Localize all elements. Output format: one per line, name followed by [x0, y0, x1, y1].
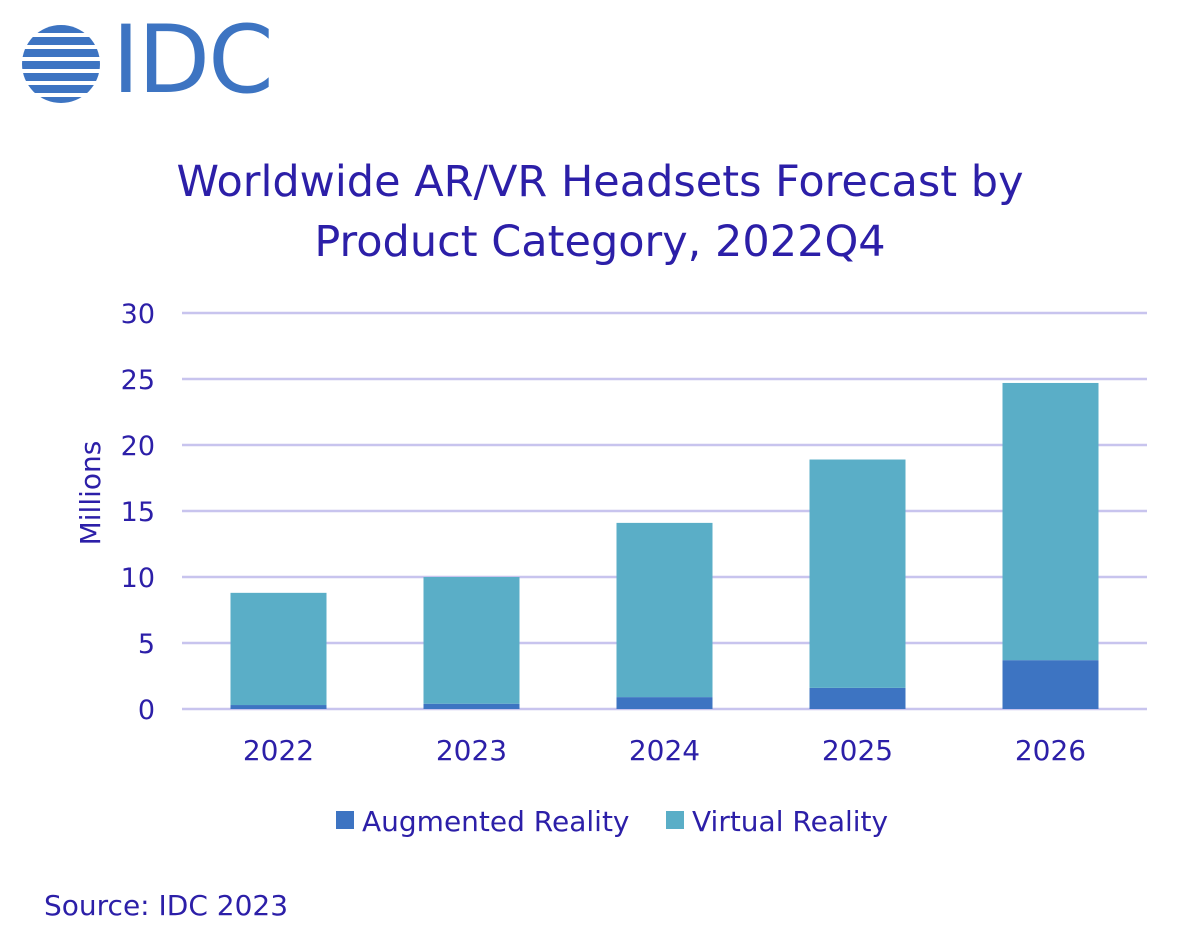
- y-axis-label: Millions: [74, 441, 107, 546]
- chart-title-line-1: Worldwide AR/VR Headsets Forecast by: [176, 157, 1024, 207]
- x-tick-label: 2025: [822, 734, 893, 767]
- legend-virtual-reality-swatch: [666, 811, 684, 829]
- bar-augmented-reality: [230, 705, 327, 709]
- globe-stripe: [22, 73, 100, 81]
- x-tick-label: 2022: [243, 734, 314, 767]
- bar-virtual-reality: [809, 459, 906, 688]
- chart-title-line-2: Product Category, 2022Q4: [314, 217, 886, 267]
- source-note: Source: IDC 2023: [44, 889, 289, 922]
- idc-logo: IDC: [20, 14, 280, 112]
- legend-augmented-reality-label: Augmented Reality: [362, 805, 630, 838]
- x-tick-label: 2024: [629, 734, 700, 767]
- globe-stripe: [22, 97, 100, 103]
- bar-virtual-reality: [616, 522, 713, 698]
- legend-augmented-reality-swatch: [336, 811, 354, 829]
- bar-virtual-reality: [423, 577, 520, 704]
- x-tick-label: 2026: [1015, 734, 1086, 767]
- y-tick-label: 20: [121, 431, 155, 462]
- legend-virtual-reality-label: Virtual Reality: [692, 805, 888, 838]
- globe-stripe: [22, 61, 100, 69]
- globe-logo-icon: [22, 25, 100, 103]
- globe-stripe: [22, 49, 100, 57]
- bar-augmented-reality: [616, 697, 713, 709]
- chart-title: Worldwide AR/VR Headsets Forecast by Pro…: [0, 152, 1200, 272]
- bar-virtual-reality: [1002, 382, 1099, 661]
- globe-stripe: [22, 37, 100, 45]
- y-tick-label: 30: [121, 299, 155, 330]
- y-tick-label: 10: [121, 563, 155, 594]
- bar-virtual-reality: [230, 592, 327, 706]
- bar-augmented-reality: [1002, 660, 1099, 709]
- y-tick-label: 25: [121, 365, 155, 396]
- globe-stripe: [22, 25, 100, 33]
- logo-text: IDC: [112, 6, 274, 115]
- y-tick-label: 15: [121, 497, 155, 528]
- y-tick-label: 0: [138, 695, 155, 726]
- bar-augmented-reality: [809, 687, 906, 709]
- globe-stripe: [22, 85, 100, 93]
- bar-augmented-reality: [423, 703, 520, 709]
- y-tick-label: 5: [138, 629, 155, 660]
- x-tick-label: 2023: [436, 734, 507, 767]
